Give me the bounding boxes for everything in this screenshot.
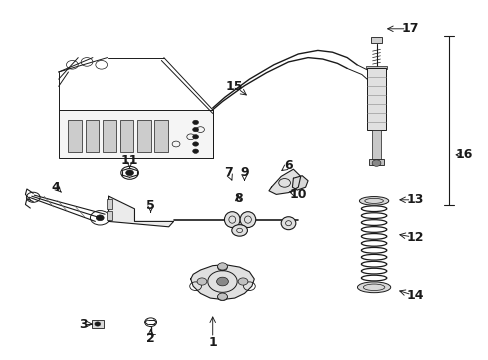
Circle shape — [217, 293, 227, 300]
Circle shape — [95, 322, 101, 326]
Text: 1: 1 — [208, 336, 217, 348]
Circle shape — [192, 149, 198, 153]
Bar — [68, 120, 82, 152]
Text: 14: 14 — [406, 289, 424, 302]
Text: 11: 11 — [121, 154, 138, 167]
Ellipse shape — [359, 197, 388, 205]
Ellipse shape — [281, 217, 295, 230]
Text: 3: 3 — [79, 318, 87, 330]
Bar — [102, 120, 116, 152]
Bar — [370, 37, 382, 43]
Circle shape — [216, 277, 228, 286]
Circle shape — [197, 278, 206, 285]
Bar — [368, 159, 383, 165]
Text: 5: 5 — [146, 199, 155, 212]
Bar — [137, 120, 150, 152]
Ellipse shape — [231, 225, 247, 236]
Circle shape — [192, 142, 198, 146]
Ellipse shape — [240, 212, 255, 228]
Bar — [92, 320, 103, 328]
Text: 16: 16 — [455, 148, 472, 161]
Circle shape — [192, 127, 198, 132]
Bar — [106, 199, 112, 209]
Text: 9: 9 — [240, 166, 248, 179]
Text: 2: 2 — [146, 332, 155, 345]
Polygon shape — [268, 169, 300, 194]
Ellipse shape — [224, 212, 240, 228]
Bar — [120, 120, 133, 152]
Polygon shape — [292, 176, 307, 190]
Bar — [85, 120, 99, 152]
Ellipse shape — [357, 282, 390, 293]
Bar — [154, 120, 167, 152]
Text: 4: 4 — [52, 181, 61, 194]
Text: 10: 10 — [289, 188, 306, 201]
Text: 6: 6 — [284, 159, 292, 172]
Text: 12: 12 — [406, 231, 424, 244]
Circle shape — [96, 215, 104, 221]
Circle shape — [238, 278, 247, 285]
Text: 17: 17 — [401, 22, 419, 35]
Polygon shape — [108, 196, 173, 227]
Text: 13: 13 — [406, 193, 424, 206]
Text: 7: 7 — [224, 166, 233, 179]
Bar — [59, 110, 212, 158]
Bar — [365, 66, 386, 69]
Text: 8: 8 — [233, 192, 242, 204]
Bar — [371, 130, 380, 160]
Circle shape — [192, 135, 198, 139]
Circle shape — [192, 120, 198, 125]
Text: 15: 15 — [225, 80, 243, 93]
Circle shape — [125, 170, 133, 176]
Bar — [366, 68, 386, 130]
Circle shape — [371, 160, 380, 166]
Polygon shape — [190, 265, 254, 300]
Circle shape — [217, 263, 227, 270]
Bar — [106, 211, 112, 220]
